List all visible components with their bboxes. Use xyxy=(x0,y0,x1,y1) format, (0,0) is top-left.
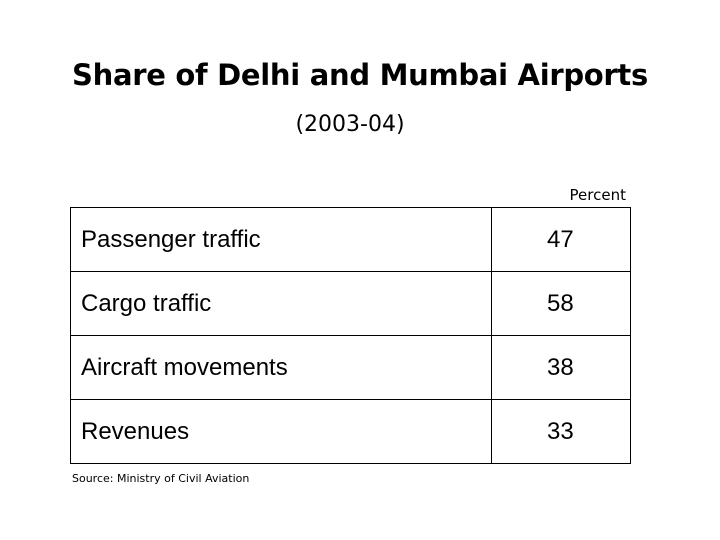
table-row: Passenger traffic 47 xyxy=(70,207,631,272)
table-row: Cargo traffic 58 xyxy=(70,271,631,336)
slide-title: Share of Delhi and Mumbai Airports xyxy=(72,58,648,92)
row-label: Revenues xyxy=(70,399,492,464)
table-row: Aircraft movements 38 xyxy=(70,335,631,400)
slide-subtitle: (2003-04) xyxy=(295,112,405,137)
row-label: Aircraft movements xyxy=(70,335,492,400)
row-label: Passenger traffic xyxy=(70,207,492,272)
source-note: Source: Ministry of Civil Aviation xyxy=(72,472,250,485)
row-value: 58 xyxy=(491,271,631,336)
data-table: Passenger traffic 47 Cargo traffic 58 Ai… xyxy=(70,207,631,464)
unit-label: Percent xyxy=(569,186,626,204)
row-label: Cargo traffic xyxy=(70,271,492,336)
table-row: Revenues 33 xyxy=(70,399,631,464)
row-value: 38 xyxy=(491,335,631,400)
row-value: 47 xyxy=(491,207,631,272)
row-value: 33 xyxy=(491,399,631,464)
